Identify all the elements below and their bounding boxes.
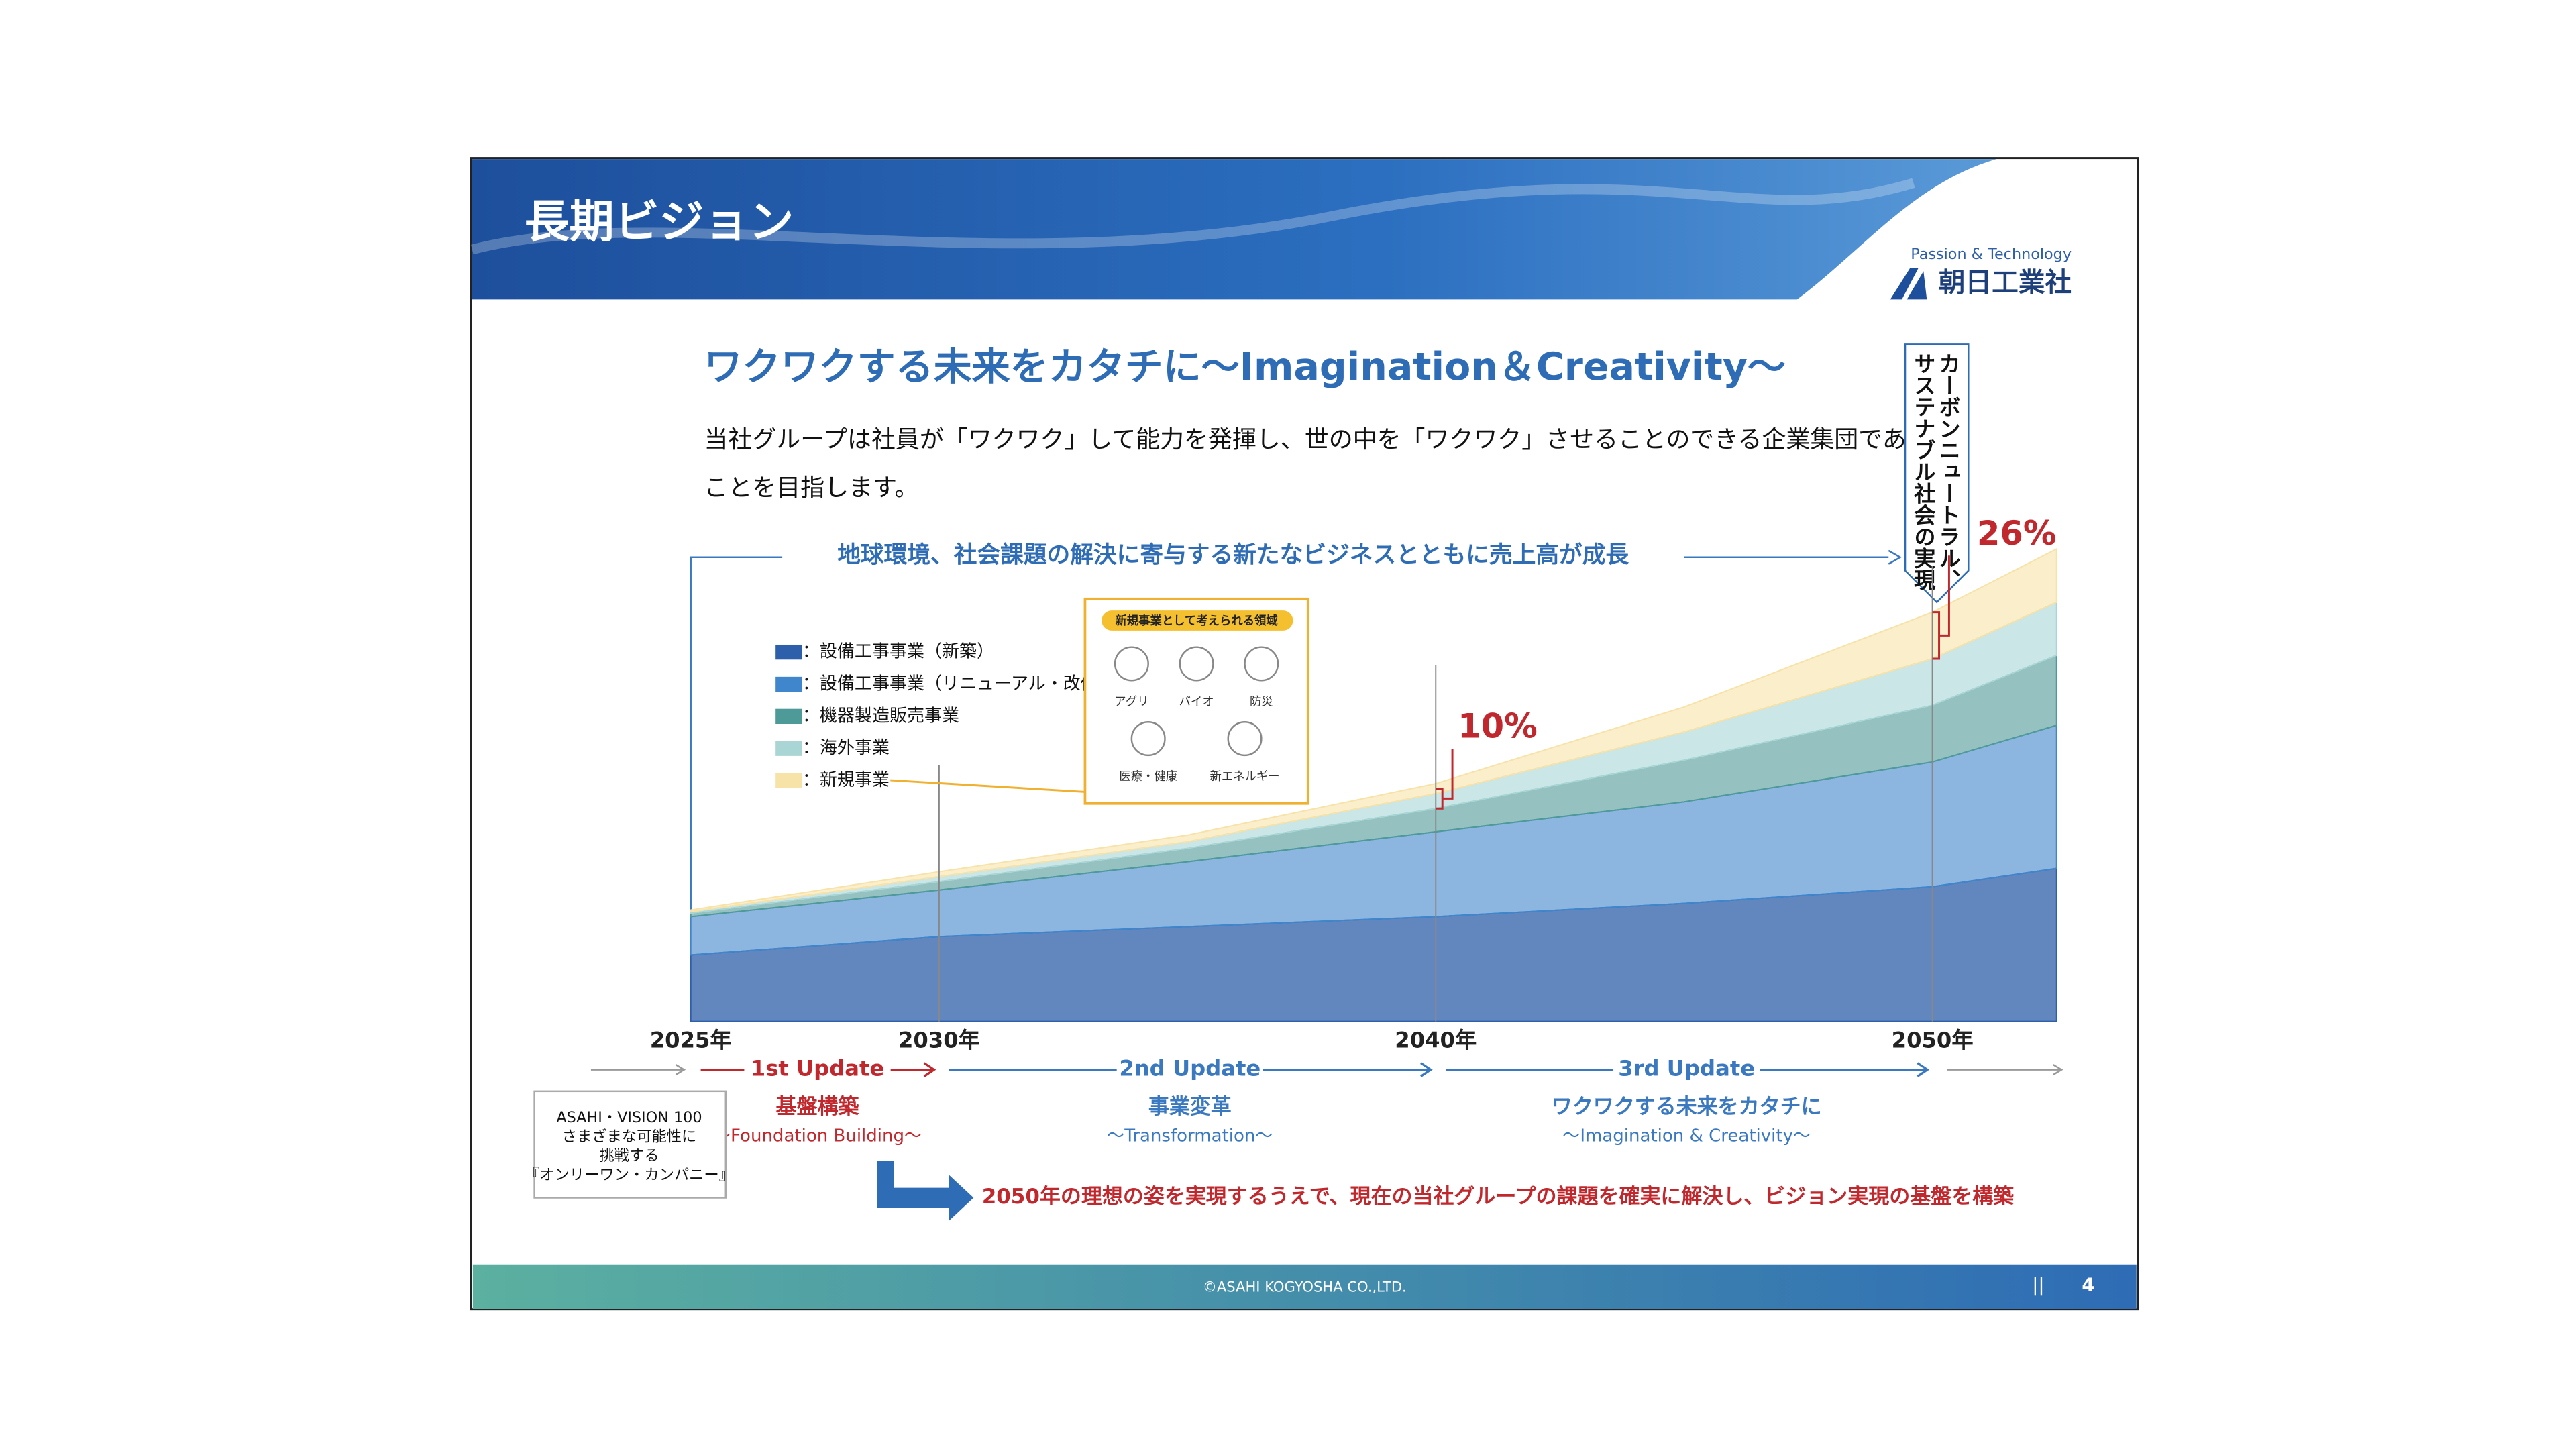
phase-name: 1st Update xyxy=(751,1056,885,1081)
phase-name: 3rd Update xyxy=(1618,1056,1755,1081)
vision-line: 『オンリーワン・カンパニー』 xyxy=(525,1167,734,1184)
phase-title: ワクワクする未来をカタチに xyxy=(1552,1095,1822,1119)
annotation-label: 26% xyxy=(1977,514,2057,553)
legend-swatch xyxy=(775,708,802,724)
legend-swatch xyxy=(775,773,802,788)
legend-swatch xyxy=(775,741,802,756)
page-number: 4 xyxy=(2082,1275,2094,1295)
new-business-item: 医療・健康 xyxy=(1119,770,1177,784)
banner-text: 地球環境、社会課題の解決に寄与する新たなビジネスとともに売上高が成長 xyxy=(837,541,1629,568)
message-arrow xyxy=(877,1161,974,1222)
area xyxy=(690,547,2057,913)
x-tick-label: 2025年 xyxy=(650,1027,732,1053)
vision-line: さまざまな可能性に xyxy=(562,1128,697,1146)
headline: ワクワクする未来をカタチに～Imagination＆Creativity～ xyxy=(704,345,1786,389)
separator: || xyxy=(2032,1275,2044,1295)
header-wave xyxy=(471,178,1915,255)
vision-line: ASAHI・VISION 100 xyxy=(556,1109,702,1126)
vision: ASAHI・VISION 100 さまざまな可能性に挑戦する『オンリーワン・カンパ… xyxy=(525,1109,734,1184)
footer-bar xyxy=(472,1264,2137,1309)
x-tick-label: 2030年 xyxy=(898,1027,980,1053)
timeline: 1st Update 基盤構築 ～Foundation Building～ 2nd U… xyxy=(700,1055,1930,1146)
banner-line xyxy=(690,556,1889,912)
phase-title: 事業変革 xyxy=(1148,1095,1232,1119)
phase-bg xyxy=(1613,1055,1760,1085)
new-business-item: アグリ xyxy=(1114,696,1148,709)
phase-bg xyxy=(1116,1055,1263,1085)
phase-title: 基盤構築 xyxy=(776,1095,860,1119)
annotation-bracket xyxy=(1436,748,1454,810)
chart: ：設備工事事業（新築） ：設備工事事業（リニューアル・改修等） ：機器製造販売事業 ：… xyxy=(650,514,2057,1053)
x-tick-label: 2050年 xyxy=(1892,1027,1974,1053)
copyright: ©ASAHI KOGYOSHA CO.,LTD. xyxy=(1203,1278,1407,1295)
page-title: 長期ビジョン xyxy=(525,195,794,248)
header-band xyxy=(472,159,1997,300)
x-tick-label: 2040年 xyxy=(1395,1027,1477,1053)
company-name: 朝日工業社 xyxy=(1939,268,2072,299)
new-business-item: バイオ xyxy=(1179,696,1214,709)
legend-swatch xyxy=(775,644,802,660)
phase-bg xyxy=(744,1055,891,1085)
legend-label: ：機器製造販売事業 xyxy=(802,706,959,726)
vision-box xyxy=(533,1090,727,1199)
new-business-item: 新エネルギー xyxy=(1210,770,1279,784)
new-business-title: 新規事業として考えられる領域 xyxy=(1115,614,1278,628)
icon xyxy=(1179,646,1214,682)
new-business-item: 防災 xyxy=(1250,696,1273,709)
logo-mark xyxy=(1890,268,1927,300)
phase-subtitle: ～Imagination & Creativity～ xyxy=(1562,1126,1811,1146)
legend-swatch xyxy=(775,676,802,692)
icon xyxy=(1227,721,1263,757)
annotation-bracket xyxy=(1932,555,1950,660)
timeline-arrow xyxy=(1917,1062,1930,1077)
legend-label: ：海外事業 xyxy=(802,738,890,758)
phase-subtitle: ～Foundation Building～ xyxy=(713,1126,922,1146)
banner-arrow xyxy=(1888,549,1902,565)
phase-name: 2nd Update xyxy=(1119,1056,1260,1081)
message: 2050年の理想の姿を実現するうえで、現在の当社グループの課題を確実に解決し、ビ… xyxy=(982,1185,2015,1209)
new-business-pill xyxy=(1102,610,1293,631)
vision-line: 挑戦する xyxy=(599,1147,659,1165)
description-line: ことを目指します。 xyxy=(704,474,919,502)
new-business-box xyxy=(1083,597,1309,805)
timeline-arrow xyxy=(923,1062,936,1077)
annotation-label: 10% xyxy=(1458,707,1538,746)
goal-text: カーボンニュートラル、 xyxy=(1936,353,1962,591)
icon xyxy=(1130,721,1166,757)
goal-text: サステナブル社会の実現 xyxy=(1911,353,1936,592)
icon xyxy=(1244,646,1279,682)
icon xyxy=(1114,646,1149,682)
connector xyxy=(890,779,1085,793)
tagline: Passion & Technology xyxy=(1911,246,2072,263)
timeline-arrow xyxy=(1420,1062,1433,1077)
phase-subtitle: ～Transformation～ xyxy=(1107,1126,1273,1146)
legend-label: ：新規事業 xyxy=(802,770,890,790)
goal-box xyxy=(1904,343,1970,604)
timeline-arrow xyxy=(675,1064,2063,1076)
legend-label: ：設備工事事業（リニューアル・改修等） xyxy=(802,674,1133,694)
legend-label: ：設備工事事業（新築） xyxy=(802,642,994,662)
description-line: 当社グループは社員が「ワクワク」して能力を発揮し、世の中を「ワクワク」させること… xyxy=(704,426,1931,453)
